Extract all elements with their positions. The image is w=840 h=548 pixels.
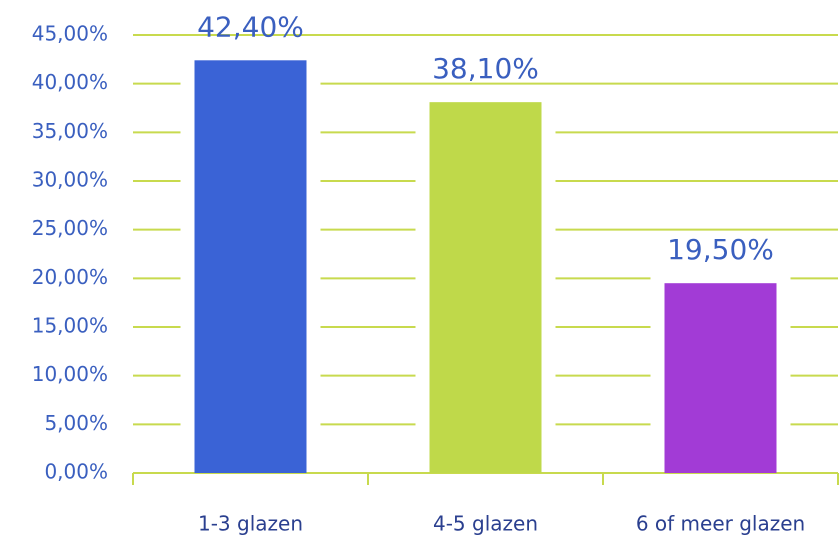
value-label: 42,40% xyxy=(197,10,304,43)
y-tick-label: 35,00% xyxy=(32,119,108,143)
bar xyxy=(194,60,307,473)
bar xyxy=(429,102,542,473)
y-tick-label: 15,00% xyxy=(32,314,108,338)
y-tick-label: 10,00% xyxy=(32,362,108,386)
y-tick-label: 20,00% xyxy=(32,265,108,289)
x-tick-label: 1-3 glazen xyxy=(198,512,303,536)
value-label: 38,10% xyxy=(432,52,539,85)
value-label: 19,50% xyxy=(667,233,774,266)
x-tick-label: 6 of meer glazen xyxy=(636,512,805,536)
x-tick-label: 4-5 glazen xyxy=(433,512,538,536)
y-tick-label: 30,00% xyxy=(32,168,108,192)
y-tick-label: 45,00% xyxy=(32,22,108,46)
y-tick-label: 5,00% xyxy=(44,411,108,435)
y-tick-label: 0,00% xyxy=(44,460,108,484)
y-tick-label: 40,00% xyxy=(32,70,108,94)
y-tick-label: 25,00% xyxy=(32,216,108,240)
bar xyxy=(664,283,777,473)
